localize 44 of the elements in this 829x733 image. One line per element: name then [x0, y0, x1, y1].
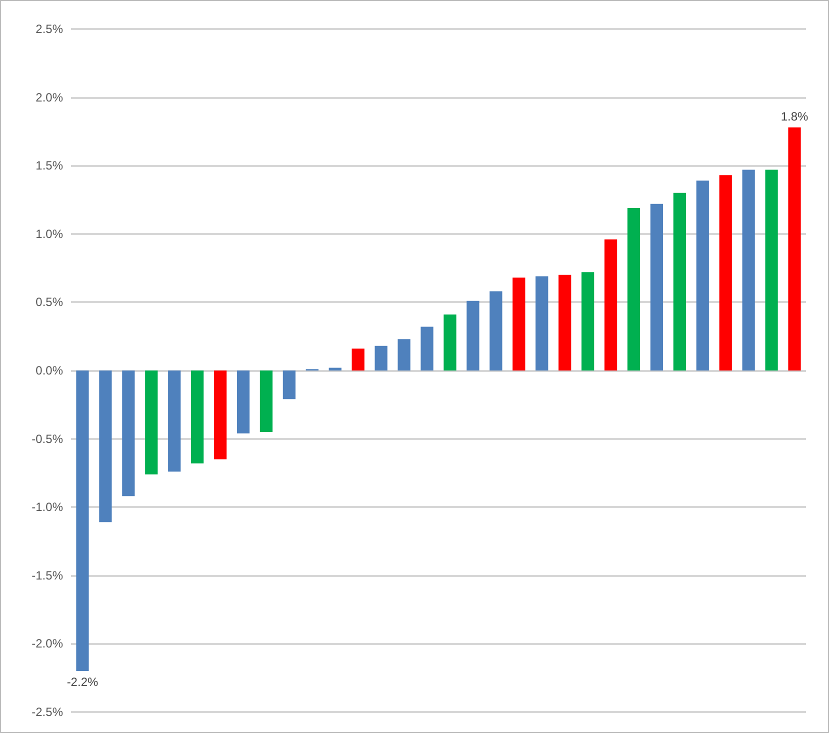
bar: [328, 368, 342, 370]
bar: [696, 180, 709, 370]
bar: [122, 370, 135, 496]
bar: [76, 370, 89, 672]
bar: [466, 300, 480, 370]
bar: [99, 370, 112, 522]
y-tick-label: -2.0%: [32, 636, 64, 651]
bar: [490, 291, 502, 370]
y-tick-label: 1.0%: [36, 226, 64, 241]
bar: [420, 326, 434, 370]
y-tick-label: 2.0%: [36, 90, 64, 104]
data-label: -2.2%: [66, 675, 98, 690]
bar: [260, 370, 273, 432]
bar: [627, 208, 640, 370]
bar: [512, 278, 526, 370]
bar: [673, 192, 686, 370]
bar: [742, 170, 755, 370]
bar: [719, 175, 732, 370]
bar: [765, 170, 778, 370]
bar: [236, 370, 250, 434]
y-tick-label: -0.5%: [32, 432, 64, 446]
bar: [558, 274, 572, 370]
bar: [536, 276, 548, 370]
y-tick-label: -1.5%: [32, 568, 64, 582]
y-tick-label: 2.5%: [36, 22, 64, 36]
bar: [191, 370, 204, 464]
y-tick-label: -2.5%: [32, 705, 64, 719]
bar: [788, 127, 801, 370]
bar: [214, 370, 227, 460]
y-tick-label: -1.0%: [32, 500, 64, 514]
bar: [444, 314, 456, 370]
y-tick-label: 0.0%: [36, 364, 64, 378]
data-label: 1.8%: [780, 109, 809, 124]
bar: [581, 272, 594, 370]
y-tick-label: 1.5%: [36, 158, 64, 173]
bar: [282, 370, 296, 400]
bar: [145, 370, 158, 474]
bar: [352, 348, 364, 370]
bar: [398, 339, 410, 370]
y-tick-label: 0.5%: [36, 295, 64, 310]
bar: [604, 239, 618, 370]
bar: [374, 346, 388, 370]
bar: [168, 370, 181, 472]
bar: [650, 204, 664, 370]
